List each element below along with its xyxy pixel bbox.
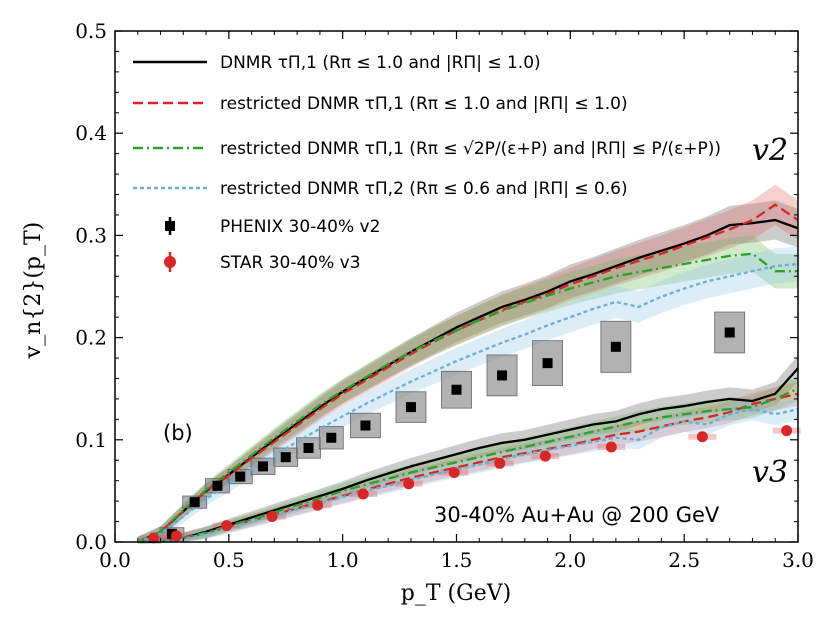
star-point <box>357 488 369 500</box>
v2-label: v2 <box>752 133 788 168</box>
phenix-point <box>360 420 371 431</box>
legend-marker <box>164 256 176 268</box>
x-tick-label: 2.5 <box>668 548 700 572</box>
y-tick-label: 0.2 <box>75 326 107 350</box>
x-tick-label: 1.0 <box>327 548 359 572</box>
x-tick-label: 3.0 <box>782 548 814 572</box>
legend-label: STAR 30-40% v3 <box>220 253 361 273</box>
star-point <box>312 499 324 511</box>
system-label: 30-40% Au+Au @ 200 GeV <box>434 503 720 527</box>
star-point <box>148 532 160 544</box>
series-line <box>137 387 799 544</box>
y-tick-label: 0.0 <box>75 530 107 554</box>
phenix-point <box>497 370 508 381</box>
phenix-point <box>257 461 268 472</box>
y-tick-label: 0.3 <box>75 223 107 247</box>
x-axis-title: p_T (GeV) <box>401 581 511 606</box>
phenix-point <box>405 402 416 413</box>
axis-ticks: 0.0 0.5 1.0 1.5 2.0 2.5 3.0 0.0 0.1 0.2 0.3 0.4 0.5 <box>75 19 814 572</box>
star-point <box>170 530 182 542</box>
y-axis-title: v_n{2}(p_T) <box>21 222 46 360</box>
phenix-point <box>235 471 246 482</box>
series-line <box>137 407 799 544</box>
legend-label: DNMR τΠ,1 (Rπ ≤ 1.0 and |RΠ| ≤ 1.0) <box>220 53 541 73</box>
y-tick-label: 0.5 <box>75 19 107 43</box>
legend-label: restricted DNMR τΠ,1 (Rπ ≤ 1.0 and |RΠ| … <box>220 94 628 114</box>
band <box>137 200 798 542</box>
phenix-point <box>303 442 314 453</box>
star-point <box>494 457 506 469</box>
band <box>137 355 798 542</box>
panel-label: (b) <box>163 421 193 445</box>
legend-marker <box>165 221 175 231</box>
star-point <box>221 520 233 532</box>
phenix-point <box>724 327 735 338</box>
band <box>137 246 798 542</box>
legend-label: PHENIX 30-40% v2 <box>220 217 380 237</box>
v3-label: v3 <box>752 455 788 490</box>
series-line <box>137 262 799 544</box>
model-curves <box>137 203 799 544</box>
band <box>137 184 798 542</box>
star-point <box>448 467 460 479</box>
star-point <box>696 431 708 443</box>
y-tick-label: 0.1 <box>75 428 107 452</box>
series-line <box>137 252 798 544</box>
band <box>137 235 798 542</box>
data-points <box>148 327 793 544</box>
x-tick-label: 2.0 <box>554 548 586 572</box>
star-point <box>403 478 415 490</box>
phenix-point <box>189 497 200 508</box>
legend: DNMR τΠ,1 (Rπ ≤ 1.0 and |RΠ| ≤ 1.0) restr… <box>133 53 721 273</box>
phenix-point <box>542 358 553 369</box>
phenix-point <box>280 452 291 463</box>
legend-label: restricted DNMR τΠ,1 (Rπ ≤ √2P/(ε+P) and… <box>220 139 721 159</box>
x-tick-label: 0.0 <box>99 548 131 572</box>
phenix-point <box>212 480 223 491</box>
star-point <box>605 441 617 453</box>
phenix-point <box>451 384 462 395</box>
series-line <box>137 367 799 544</box>
phenix-point <box>610 341 621 352</box>
phenix-point <box>326 432 337 443</box>
y-tick-label: 0.4 <box>75 121 107 145</box>
star-point <box>266 510 278 522</box>
star-point <box>781 425 793 437</box>
x-tick-label: 0.5 <box>213 548 245 572</box>
legend-label: restricted DNMR τΠ,2 (Rπ ≤ 0.6 and |RΠ| … <box>220 179 628 199</box>
x-tick-label: 1.5 <box>441 548 473 572</box>
series-line <box>137 203 799 544</box>
star-point <box>539 450 551 462</box>
